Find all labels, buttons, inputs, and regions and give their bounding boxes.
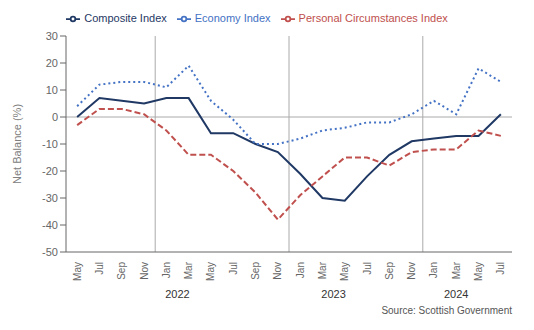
svg-text:Nov: Nov <box>272 262 283 280</box>
svg-text:Sep: Sep <box>116 262 127 280</box>
svg-text:0: 0 <box>52 111 58 123</box>
svg-text:May: May <box>473 262 484 281</box>
svg-text:2024: 2024 <box>444 288 468 300</box>
svg-text:20: 20 <box>46 57 58 69</box>
svg-text:2022: 2022 <box>165 288 189 300</box>
svg-text:-30: -30 <box>42 192 58 204</box>
svg-text:May: May <box>339 262 350 281</box>
svg-text:Nov: Nov <box>139 262 150 280</box>
svg-text:-40: -40 <box>42 219 58 231</box>
svg-text:-20: -20 <box>42 165 58 177</box>
svg-text:-50: -50 <box>42 246 58 258</box>
svg-text:Mar: Mar <box>183 261 194 279</box>
svg-text:May: May <box>72 262 83 281</box>
svg-text:May: May <box>205 262 216 281</box>
svg-text:Mar: Mar <box>317 261 328 279</box>
html-text:Composite Index: Composite Index <box>84 12 167 24</box>
html-text:Personal Circumstances Index: Personal Circumstances Index <box>298 12 448 24</box>
svg-text:Sep: Sep <box>384 262 395 280</box>
svg-text:-10: -10 <box>42 138 58 150</box>
svg-text:2023: 2023 <box>321 288 345 300</box>
svg-text:Mar: Mar <box>451 261 462 279</box>
svg-text:Jan: Jan <box>161 262 172 278</box>
svg-text:Jul: Jul <box>495 262 506 275</box>
svg-text:Jul: Jul <box>362 262 373 275</box>
svg-text:30: 30 <box>46 30 58 42</box>
svg-text:Sep: Sep <box>250 262 261 280</box>
html-text:Economy Index: Economy Index <box>194 12 271 24</box>
svg-text:10: 10 <box>46 84 58 96</box>
html-text:Source: Scottish Government: Source: Scottish Government <box>381 305 512 316</box>
svg-text:Jul: Jul <box>228 262 239 275</box>
svg-text:Jan: Jan <box>295 262 306 278</box>
svg-text:Jul: Jul <box>94 262 105 275</box>
svg-text:Nov: Nov <box>406 262 417 280</box>
svg-text:Jan: Jan <box>428 262 439 278</box>
svg-text:Net Balance (%): Net Balance (%) <box>11 104 23 184</box>
